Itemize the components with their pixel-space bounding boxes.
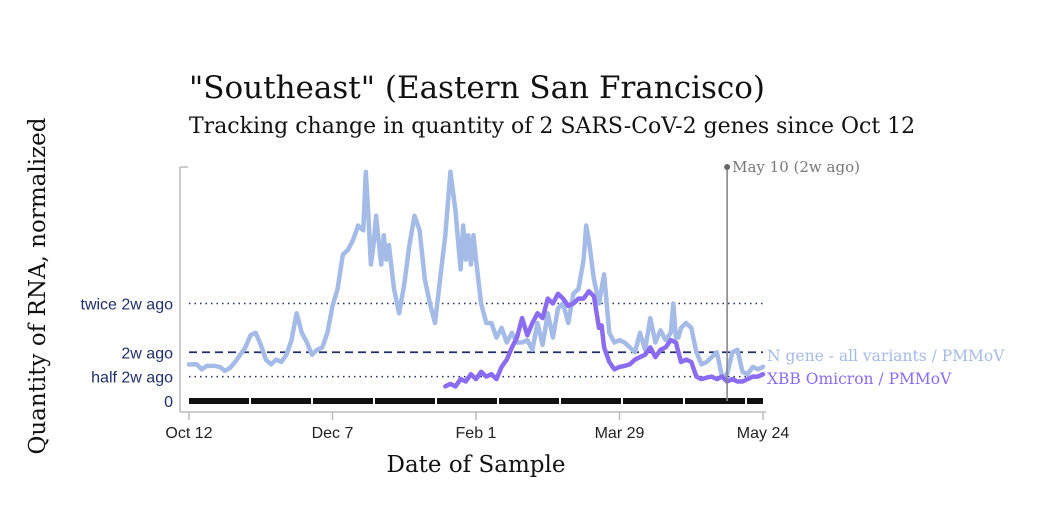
y-axis-label: Quantity of RNA, normalized [25,117,51,454]
x-axis-label: Date of Sample [387,452,566,478]
x-tick-label: Feb 1 [456,425,497,442]
data-series [186,169,766,389]
series-line-1 [186,169,766,379]
x-tick-label: Mar 29 [595,425,645,442]
x-tick-label: Oct 12 [165,425,212,442]
reference-label-twice-2w-ago: twice 2w ago [81,297,174,314]
series-label-1: N gene - all variants / PMMoV [767,347,1005,365]
marker-dot [724,164,731,170]
x-axis-ticks: Oct 12 Dec 7 Feb 1 Mar 29 May 24 [165,412,789,442]
chart-subtitle: Tracking change in quantity of 2 SARS-Co… [189,114,915,139]
chart-axes [179,166,766,413]
marker-label: May 10 (2w ago) [732,158,860,176]
x-tick-label: Dec 7 [312,425,354,442]
series-line-2 [443,289,766,389]
reference-lines: twice 2w ago 2w ago half 2w ago 0 [81,297,763,411]
x-tick-label: May 24 [737,425,790,442]
series-labels: N gene - all variants / PMMoV XBB Omicron… [767,347,1005,388]
chart-title: "Southeast" (Eastern San Francisco) [189,70,765,106]
date-marker: May 10 (2w ago) [724,158,860,401]
reference-label-0: 0 [164,394,173,411]
reference-label-2w-ago: 2w ago [121,345,173,362]
series-label-2: XBB Omicron / PMMoV [767,370,952,388]
reference-label-half-2w-ago: half 2w ago [91,370,173,387]
